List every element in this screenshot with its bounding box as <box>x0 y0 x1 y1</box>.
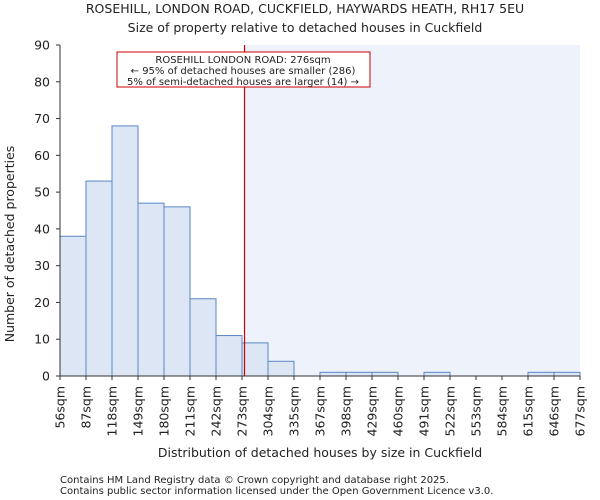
bar-1 <box>85 180 113 377</box>
y-tick-label: 40 <box>34 221 50 236</box>
bar-2 <box>111 125 139 377</box>
x-tick-label: 211sqm <box>183 386 198 436</box>
bar-0 <box>59 235 87 377</box>
bar-3 <box>137 202 165 377</box>
bar-6 <box>215 335 243 377</box>
x-tick-label: 335sqm <box>287 386 302 436</box>
y-axis-label: Number of detached properties <box>2 146 17 343</box>
x-tick-label: 87sqm <box>79 386 94 429</box>
bar-7 <box>241 342 269 377</box>
x-tick-label: 304sqm <box>261 386 276 436</box>
bar-12 <box>371 371 399 377</box>
y-tick-label: 70 <box>34 111 50 126</box>
annotation-line-3: 5% of semi-detached houses are larger (1… <box>127 77 359 88</box>
x-tick-label: 56sqm <box>53 386 68 429</box>
y-tick-label: 30 <box>34 258 50 273</box>
bar-11 <box>345 371 373 377</box>
y-tick-label: 20 <box>34 295 50 310</box>
annotation-box: ROSEHILL LONDON ROAD: 276sqm ← 95% of de… <box>116 51 371 88</box>
bar-4 <box>163 206 191 377</box>
bar-19 <box>553 371 581 377</box>
x-tick-label: 615sqm <box>521 386 536 436</box>
bar-5 <box>189 298 217 377</box>
x-tick-label: 491sqm <box>417 386 432 436</box>
y-tick-label: 10 <box>34 332 50 347</box>
x-tick-label: 180sqm <box>157 386 172 436</box>
y-tick-label: 60 <box>34 148 50 163</box>
bar-18 <box>527 371 555 377</box>
footer-line-2: Contains public sector information licen… <box>60 486 493 497</box>
x-axis-label: Distribution of detached houses by size … <box>158 445 482 460</box>
x-tick-label: 677sqm <box>573 386 588 436</box>
x-tick-label: 273sqm <box>235 386 250 436</box>
y-tick-label: 50 <box>34 185 50 200</box>
annotation-line-2: ← 95% of detached houses are smaller (28… <box>131 66 356 77</box>
y-tick-label: 0 <box>42 369 50 384</box>
x-tick-label: 398sqm <box>339 386 354 436</box>
x-tick-label: 584sqm <box>495 386 510 436</box>
y-tick-label: 80 <box>34 74 50 89</box>
x-tick-label: 460sqm <box>391 386 406 436</box>
y-tick-label: 90 <box>34 38 50 53</box>
bar-10 <box>319 371 347 377</box>
x-tick-label: 149sqm <box>131 386 146 436</box>
bar-14 <box>423 371 451 377</box>
bar-8 <box>267 360 295 377</box>
x-tick-label: 646sqm <box>547 386 562 436</box>
x-tick-label: 118sqm <box>105 386 120 436</box>
x-tick-label: 553sqm <box>469 386 484 436</box>
annotation-line-1: ROSEHILL LONDON ROAD: 276sqm <box>155 55 330 66</box>
annotation-frame <box>116 51 371 88</box>
chart-subtitle: Size of property relative to detached ho… <box>128 20 483 35</box>
x-tick-label: 522sqm <box>443 386 458 436</box>
highlight-shade <box>244 45 581 376</box>
x-tick-label: 242sqm <box>209 386 224 436</box>
footer-line-1: Contains HM Land Registry data © Crown c… <box>60 475 449 486</box>
chart-title: ROSEHILL, LONDON ROAD, CUCKFIELD, HAYWAR… <box>86 1 524 16</box>
x-tick-label: 429sqm <box>365 386 380 436</box>
x-tick-label: 367sqm <box>313 386 328 436</box>
